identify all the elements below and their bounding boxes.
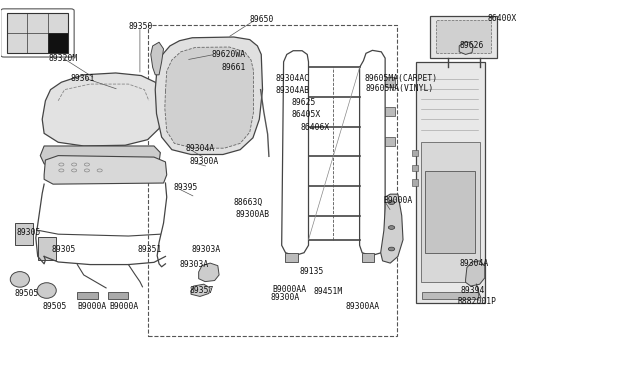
Ellipse shape (10, 272, 29, 287)
Polygon shape (42, 73, 164, 146)
Bar (385, 77, 396, 87)
Text: B9000A: B9000A (109, 302, 138, 311)
Text: 89304AB: 89304AB (275, 86, 309, 95)
Text: 89303A: 89303A (191, 244, 220, 253)
Polygon shape (198, 263, 219, 282)
Polygon shape (151, 42, 164, 75)
Polygon shape (460, 42, 473, 54)
Text: B9000A: B9000A (77, 302, 107, 311)
Text: 89350: 89350 (129, 22, 153, 31)
Bar (416, 62, 484, 303)
Bar (412, 164, 419, 171)
Text: 88663Q: 88663Q (234, 198, 263, 207)
Circle shape (388, 226, 395, 230)
Text: 89300A: 89300A (189, 157, 218, 166)
Bar (385, 107, 396, 116)
Bar (426, 171, 475, 253)
Polygon shape (466, 261, 484, 286)
Text: 89661: 89661 (221, 63, 245, 72)
Text: 89395: 89395 (173, 183, 198, 192)
Text: 86406X: 86406X (301, 123, 330, 132)
Bar (7, 13, 68, 53)
Text: 89304AC: 89304AC (275, 74, 309, 83)
Text: 89305: 89305 (52, 244, 76, 253)
Bar (421, 141, 479, 282)
Text: 89605NA(VINYL): 89605NA(VINYL) (366, 84, 434, 93)
Text: 89320M: 89320M (49, 54, 78, 62)
Polygon shape (165, 47, 253, 148)
Text: 89357: 89357 (189, 286, 214, 295)
Text: 89620WA: 89620WA (211, 50, 246, 59)
Polygon shape (40, 146, 161, 171)
Text: 89305: 89305 (17, 228, 41, 237)
Text: 89300A: 89300A (270, 294, 300, 302)
Text: 86400X: 86400X (487, 14, 516, 23)
Polygon shape (156, 37, 262, 154)
Bar (285, 253, 298, 262)
Bar (108, 292, 129, 299)
Bar (148, 25, 397, 336)
Text: 89650: 89650 (250, 15, 274, 24)
Text: 89303A: 89303A (179, 260, 209, 269)
Text: 89451M: 89451M (314, 287, 343, 296)
Text: 89505: 89505 (42, 302, 67, 311)
Bar (47, 33, 68, 53)
Circle shape (388, 201, 395, 205)
Text: 89361: 89361 (71, 74, 95, 83)
Bar (422, 292, 478, 299)
Text: 89300AB: 89300AB (236, 210, 270, 219)
Polygon shape (191, 284, 210, 296)
Bar (412, 150, 419, 156)
Text: 86405X: 86405X (291, 110, 321, 119)
Text: 89300AA: 89300AA (346, 302, 380, 311)
Text: R882001P: R882001P (458, 297, 496, 306)
Text: 89394: 89394 (461, 286, 485, 295)
Text: 89605MA(CARPET): 89605MA(CARPET) (365, 74, 438, 83)
Text: B9000AA: B9000AA (272, 285, 306, 294)
Text: 89304A: 89304A (186, 144, 215, 153)
Bar (77, 292, 98, 299)
Polygon shape (381, 194, 403, 263)
Bar (362, 253, 374, 262)
Circle shape (388, 247, 395, 251)
Text: 89626: 89626 (460, 41, 484, 50)
Bar (38, 237, 56, 260)
Text: 89505: 89505 (15, 289, 39, 298)
Polygon shape (44, 155, 167, 184)
Bar (385, 137, 396, 146)
Text: 89304A: 89304A (460, 259, 488, 268)
Bar (436, 20, 490, 53)
Text: 89135: 89135 (300, 267, 324, 276)
Bar (412, 179, 419, 186)
Text: 89351: 89351 (138, 244, 163, 253)
Bar (15, 223, 33, 244)
Bar (430, 16, 497, 58)
Text: B9000A: B9000A (384, 196, 413, 205)
Text: 89625: 89625 (291, 98, 316, 107)
Ellipse shape (37, 283, 56, 298)
